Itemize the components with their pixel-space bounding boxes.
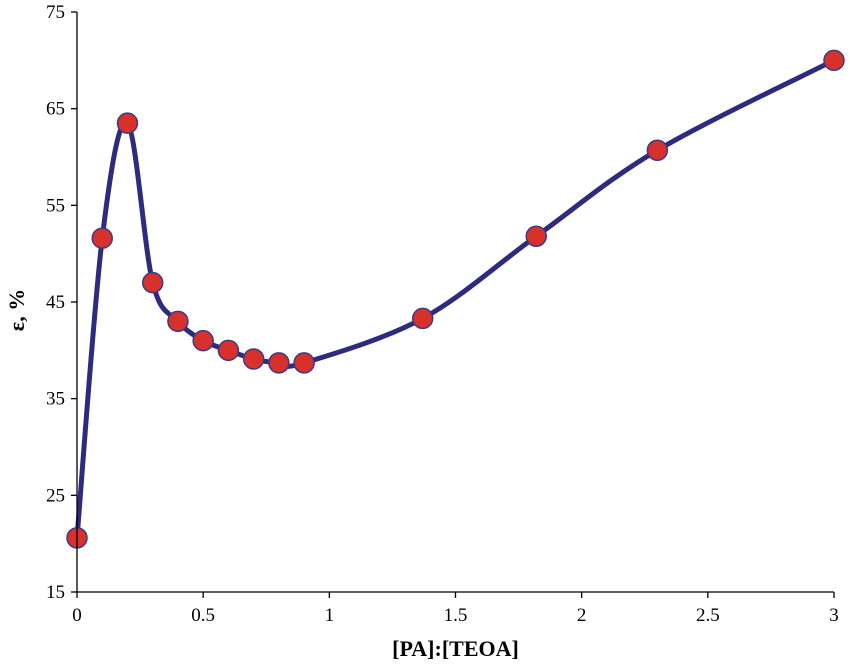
data-point [268, 352, 290, 374]
series-line [74, 57, 837, 541]
y-tick-label: 75 [46, 2, 65, 23]
series-markers [66, 49, 845, 549]
data-point [411, 307, 434, 330]
x-ticks: 0 0.5 1 1.5 2 2.5 3 [72, 592, 839, 626]
data-point [646, 139, 669, 161]
x-tick-label: 1 [325, 605, 335, 626]
data-point [525, 225, 547, 248]
x-tick-label: 2.5 [696, 605, 720, 626]
data-point [91, 227, 113, 249]
data-point [167, 310, 189, 333]
y-tick-label: 35 [46, 389, 65, 410]
x-tick-label: 1.5 [444, 605, 468, 626]
x-tick-label: 2 [577, 605, 587, 626]
plot-area [66, 49, 845, 549]
data-point [192, 329, 214, 352]
y-tick-label: 15 [46, 582, 65, 603]
y-ticks: 15 25 35 45 55 65 75 [46, 2, 77, 603]
y-tick-label: 55 [46, 195, 65, 216]
x-tick-label: 0 [72, 605, 82, 626]
data-point [242, 348, 265, 370]
x-axis-title: [PA]:[TEOA] [392, 636, 519, 661]
y-tick-label: 45 [46, 292, 65, 313]
data-point [141, 271, 164, 294]
data-point [293, 352, 315, 374]
x-tick-label: 3 [829, 605, 839, 626]
data-point [116, 112, 139, 134]
data-point [217, 339, 240, 362]
y-tick-label: 65 [46, 99, 65, 120]
y-axis-title: ε, % [4, 289, 29, 331]
y-tick-label: 25 [46, 485, 65, 506]
data-point [823, 49, 845, 72]
x-tick-label: 0.5 [191, 605, 215, 626]
